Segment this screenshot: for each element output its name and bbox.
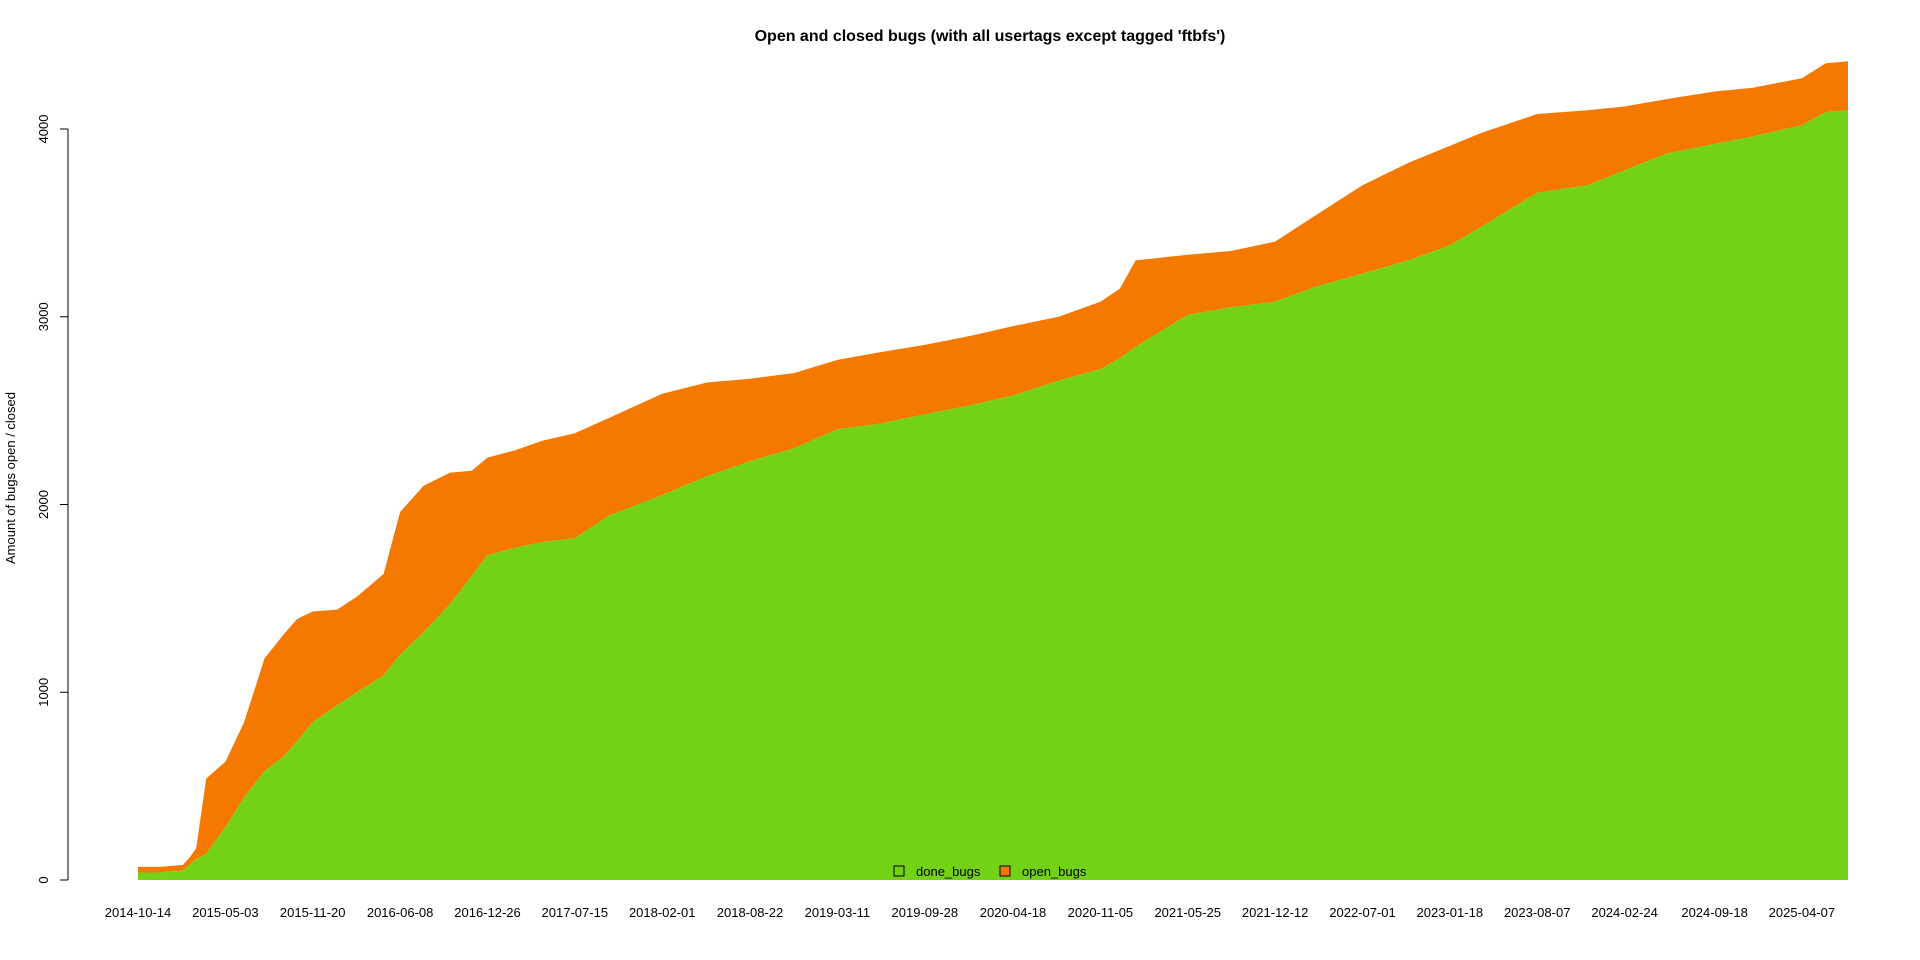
x-tick-label: 2024-09-18	[1681, 905, 1748, 920]
y-tick-label: 4000	[36, 115, 51, 144]
x-tick-label: 2019-03-11	[805, 905, 871, 920]
y-axis: 0 1000 2000 3000 4000	[36, 115, 69, 884]
y-tick-label: 3000	[36, 302, 51, 331]
y-tick-label: 1000	[36, 678, 51, 707]
legend-label-open-bugs: open_bugs	[1022, 864, 1087, 879]
y-tick-label: 0	[36, 876, 51, 883]
x-tick-label: 2023-01-18	[1417, 905, 1484, 920]
x-tick-label: 2018-08-22	[717, 905, 784, 920]
y-axis-label: Amount of bugs open / closed	[3, 392, 18, 564]
x-tick-label: 2019-09-28	[892, 905, 959, 920]
x-axis: 2014-10-14 2015-05-03 2015-11-20 2016-06-08…	[105, 905, 1835, 920]
x-tick-label: 2016-12-26	[454, 905, 521, 920]
x-tick-label: 2016-06-08	[367, 905, 434, 920]
legend-swatch-done-bugs	[893, 865, 905, 877]
x-tick-label: 2024-02-24	[1591, 905, 1658, 920]
plot-area	[138, 61, 1848, 880]
x-tick-label: 2020-11-05	[1068, 905, 1134, 920]
legend: done_bugs open_bugs	[893, 864, 1087, 879]
x-tick-label: 2022-07-01	[1329, 905, 1396, 920]
series-area-open-bugs	[138, 61, 1848, 873]
series-area-done-bugs	[138, 110, 1848, 880]
x-tick-label: 2020-04-18	[980, 905, 1047, 920]
chart-title: Open and closed bugs (with all usertags …	[755, 28, 1226, 45]
x-tick-label: 2015-05-03	[192, 905, 259, 920]
x-tick-label: 2021-12-12	[1242, 905, 1309, 920]
x-tick-label: 2017-07-15	[542, 905, 609, 920]
x-tick-label: 2025-04-07	[1769, 905, 1836, 920]
x-tick-label: 2023-08-07	[1504, 905, 1571, 920]
legend-label-done-bugs: done_bugs	[916, 864, 981, 879]
x-tick-label: 2014-10-14	[105, 905, 172, 920]
x-tick-label: 2021-05-25	[1154, 905, 1221, 920]
y-tick-label: 2000	[36, 490, 51, 519]
x-tick-label: 2018-02-01	[629, 905, 696, 920]
x-tick-label: 2015-11-20	[280, 905, 346, 920]
legend-swatch-open-bugs	[999, 865, 1011, 877]
